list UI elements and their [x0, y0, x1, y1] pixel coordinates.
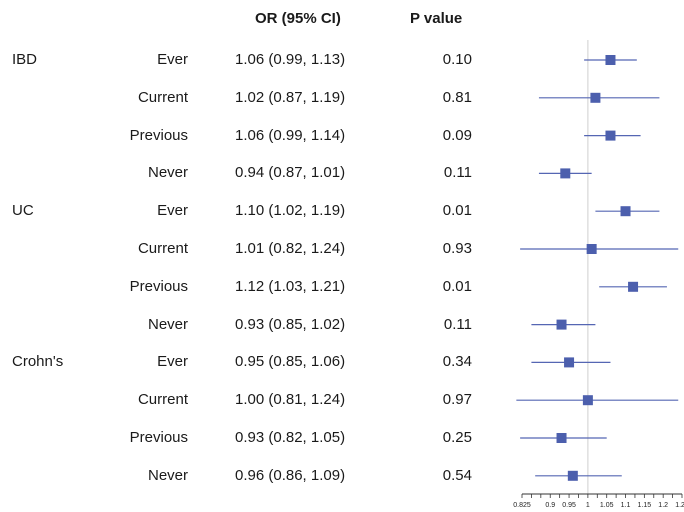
x-tick-label: 1.05	[600, 502, 614, 509]
x-tick-label: 1	[586, 502, 590, 509]
p-value: 0.97	[442, 391, 472, 409]
table-row: Crohn's Ever 0.95 (0.85, 1.06) 0.34	[0, 350, 684, 374]
x-tick-label: 0.95	[562, 502, 576, 509]
table-row: IBD Ever 1.06 (0.99, 1.13) 0.10	[0, 48, 684, 72]
group-label: UC	[12, 202, 34, 220]
p-value: 0.81	[442, 88, 472, 106]
group-label: Crohn's	[12, 353, 64, 371]
table-row: Current 1.02 (0.87, 1.19) 0.81	[0, 86, 684, 110]
or-ci-value: 1.06 (0.99, 1.13)	[235, 51, 346, 68]
table-row: Current 1.00 (0.81, 1.24) 0.97	[0, 388, 684, 412]
or-point	[628, 281, 639, 292]
x-tick-label: 1.1	[621, 502, 631, 509]
x-tick-label: 1.15	[638, 502, 652, 509]
or-point	[605, 55, 616, 65]
p-value: 0.10	[442, 51, 472, 68]
or-point	[586, 244, 597, 254]
table-row: Previous 1.06 (0.99, 1.14) 0.09	[0, 124, 684, 148]
or-point	[567, 470, 578, 481]
or-ci-value: 0.93 (0.82, 1.05)	[235, 429, 346, 446]
subgroup-label: Current	[137, 391, 188, 409]
or-ci-value: 1.06 (0.99, 1.14)	[235, 126, 346, 144]
or-point	[556, 433, 567, 443]
p-value: 0.09	[442, 126, 472, 144]
x-tick-label: 1.2	[658, 502, 668, 509]
subgroup-label: Previous	[129, 277, 188, 295]
table-row: Previous 0.93 (0.82, 1.05) 0.25	[0, 426, 684, 450]
or-point	[564, 357, 575, 368]
subgroup-label: Previous	[129, 429, 188, 446]
or-point	[582, 395, 593, 406]
subgroup-label: Never	[147, 315, 188, 333]
table-row: Previous 1.12 (1.03, 1.21) 0.01	[0, 275, 684, 299]
p-value-header: P value	[410, 10, 463, 27]
table-row: Current 1.01 (0.82, 1.24) 0.93	[0, 237, 684, 261]
p-value: 0.01	[442, 202, 472, 220]
subgroup-label: Ever	[157, 202, 188, 220]
x-tick-label: 0.9	[545, 502, 555, 509]
table-row: UC Ever 1.10 (1.02, 1.19) 0.01	[0, 199, 684, 223]
or-point	[556, 319, 567, 330]
p-value: 0.25	[442, 429, 472, 446]
or-ci-value: 0.95 (0.85, 1.06)	[235, 353, 346, 371]
subgroup-label: Current	[137, 88, 188, 106]
subgroup-label: Ever	[157, 51, 188, 68]
or-point	[605, 130, 616, 141]
x-tick-label: 1.25	[675, 502, 684, 509]
subgroup-label: Current	[137, 240, 188, 257]
p-value: 0.34	[442, 353, 472, 371]
or-ci-value: 0.96 (0.86, 1.09)	[235, 466, 346, 484]
or-point	[620, 206, 631, 217]
or-point	[560, 168, 571, 179]
or-ci-value: 1.00 (0.81, 1.24)	[235, 391, 346, 409]
p-value: 0.01	[442, 277, 472, 295]
subgroup-label: Never	[147, 466, 188, 484]
x-tick-label: 0.825	[513, 502, 531, 509]
or-ci-header: OR (95% CI)	[255, 10, 341, 27]
group-label: IBD	[12, 51, 38, 68]
subgroup-label: Ever	[157, 353, 188, 371]
or-ci-value: 1.12 (1.03, 1.21)	[235, 277, 346, 295]
table-row: Never 0.94 (0.87, 1.01) 0.11	[0, 161, 684, 185]
p-value: 0.93	[442, 240, 472, 257]
p-value: 0.54	[442, 466, 472, 484]
or-ci-value: 1.02 (0.87, 1.19)	[235, 88, 346, 106]
or-point	[590, 92, 601, 103]
or-ci-value: 1.01 (0.82, 1.24)	[235, 240, 346, 257]
p-value: 0.11	[443, 164, 472, 182]
subgroup-label: Previous	[129, 126, 188, 144]
p-value: 0.11	[443, 315, 472, 333]
or-ci-value: 0.93 (0.85, 1.02)	[235, 315, 346, 333]
or-ci-value: 1.10 (1.02, 1.19)	[235, 202, 346, 220]
subgroup-label: Never	[147, 164, 188, 182]
table-row: Never 0.93 (0.85, 1.02) 0.11	[0, 313, 684, 337]
or-ci-value: 0.94 (0.87, 1.01)	[235, 164, 346, 182]
table-row: Never 0.96 (0.86, 1.09) 0.54	[0, 464, 684, 488]
